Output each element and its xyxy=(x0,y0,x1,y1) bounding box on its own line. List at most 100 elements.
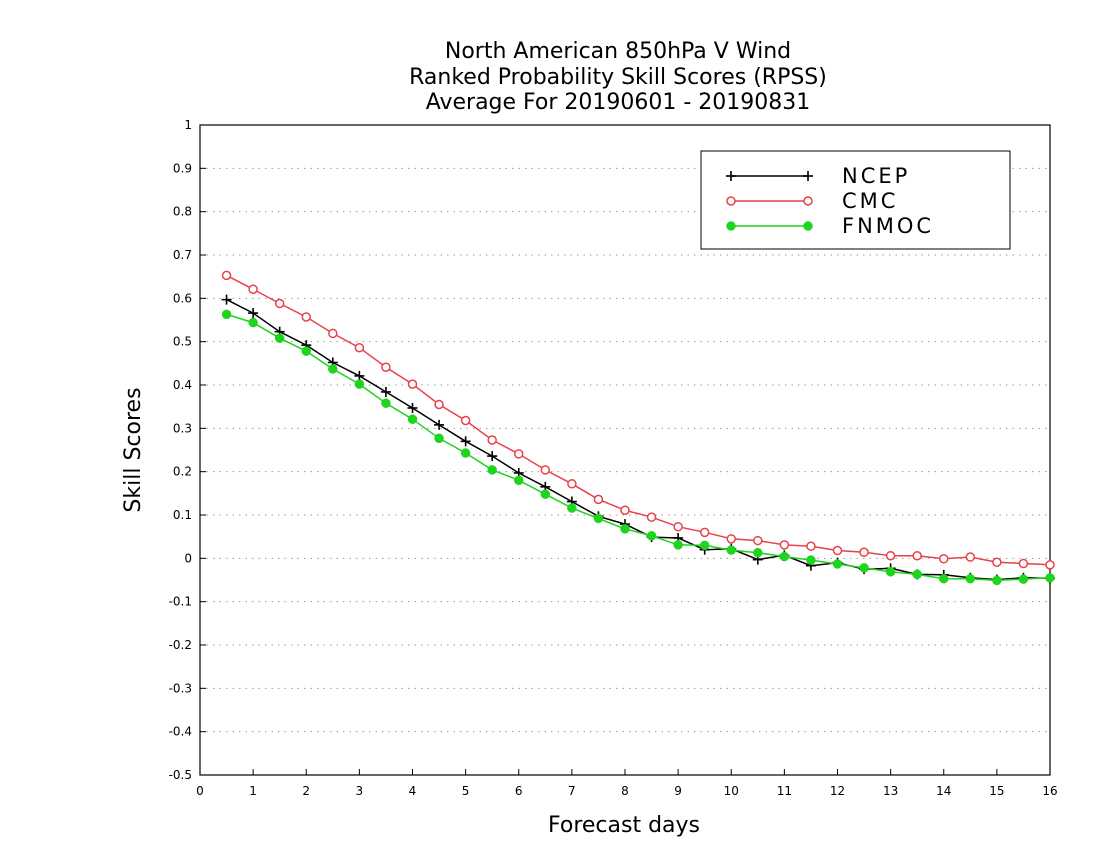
x-tick-label: 12 xyxy=(830,784,845,798)
cmc-line xyxy=(226,274,1051,566)
fnmoc-point xyxy=(514,475,524,486)
fnmoc-point xyxy=(328,364,338,374)
cmc-point xyxy=(487,435,497,445)
y-tick-label: 0.6 xyxy=(173,291,192,305)
ncep-point xyxy=(460,436,471,447)
cmc-point xyxy=(806,541,816,551)
x-tick-label: 8 xyxy=(621,784,629,798)
axis-ticks: 1 0.9 0.8 0.7 0.6 0.5 0.4 0.3 0.2 0.1 0 -0.1 -0.2 -0.… xyxy=(169,118,1058,798)
series-cmc xyxy=(221,270,1055,570)
cmc-point xyxy=(381,362,391,372)
legend-label-cmc: CMC xyxy=(842,189,898,213)
cmc-point xyxy=(434,399,444,410)
legend-entry-cmc: CMC xyxy=(726,189,898,213)
x-tick-label: 16 xyxy=(1042,784,1057,798)
legend-box xyxy=(700,150,1011,250)
fnmoc-point xyxy=(540,489,551,499)
fnmoc-point xyxy=(699,540,710,551)
series-ncep xyxy=(221,294,1055,585)
ncep-point xyxy=(434,419,445,430)
cmc-point xyxy=(1018,558,1029,569)
x-tick-label: 10 xyxy=(724,784,739,798)
fnmoc-point xyxy=(646,531,657,541)
y-tick-label: 0.3 xyxy=(173,421,192,435)
y-tick-label: 0.5 xyxy=(173,335,192,349)
fnmoc-point xyxy=(859,563,869,573)
title-line-2: Ranked Probability Skill Scores (RPSS) xyxy=(409,65,827,90)
cmc-point xyxy=(221,270,232,281)
fnmoc-point xyxy=(1045,573,1055,583)
cmc-point xyxy=(328,328,338,339)
cmc-point xyxy=(274,298,285,309)
x-tick-label: 0 xyxy=(196,784,204,798)
gridlines xyxy=(200,167,1050,733)
fnmoc-point xyxy=(726,545,736,555)
fnmoc-point xyxy=(912,569,922,580)
title-line-1: North American 850hPa V Wind xyxy=(445,39,791,64)
legend-label-fnmoc: FNMOC xyxy=(842,214,934,238)
legend-marker-ncep xyxy=(726,171,736,181)
series-fnmoc xyxy=(221,309,1055,586)
ncep-point xyxy=(407,402,418,413)
chart-title: North American 850hPa V Wind Ranked Prob… xyxy=(409,39,827,115)
cmc-point xyxy=(699,527,710,538)
x-tick-label: 13 xyxy=(883,784,898,798)
ncep-point xyxy=(354,370,365,381)
cmc-point xyxy=(540,465,551,475)
fnmoc-point xyxy=(460,448,471,458)
fnmoc-point xyxy=(673,540,683,550)
cmc-point xyxy=(567,479,577,489)
legend-marker-ncep xyxy=(803,171,813,181)
fnmoc-point xyxy=(274,333,285,343)
cmc-point xyxy=(939,554,949,564)
fnmoc-point xyxy=(992,575,1002,586)
x-tick-label: 11 xyxy=(777,784,792,798)
cmc-point xyxy=(646,512,657,522)
cmc-point xyxy=(620,505,630,515)
legend-entry-fnmoc: FNMOC xyxy=(726,214,934,238)
cmc-point xyxy=(912,550,922,561)
legend-label-ncep: NCEP xyxy=(842,164,910,188)
x-tick-label: 3 xyxy=(356,784,364,798)
fnmoc-point xyxy=(806,555,816,565)
ncep-point xyxy=(221,294,232,305)
fnmoc-line xyxy=(226,313,1051,582)
y-tick-label: -0.1 xyxy=(169,595,192,609)
ncep-point xyxy=(248,308,259,319)
cmc-point xyxy=(514,449,524,459)
fnmoc-point xyxy=(354,379,365,389)
legend-entry-ncep: NCEP xyxy=(726,164,910,188)
y-axis-label: Skill Scores xyxy=(121,387,146,512)
fnmoc-point xyxy=(567,503,577,513)
cmc-point xyxy=(753,535,763,546)
fnmoc-point xyxy=(221,309,232,320)
y-tick-label: -0.4 xyxy=(169,725,192,739)
cmc-point xyxy=(1045,560,1055,570)
y-tick-label: 0.8 xyxy=(173,205,192,219)
legend-marker-cmc xyxy=(803,196,813,206)
cmc-point xyxy=(248,284,258,294)
fnmoc-point xyxy=(487,465,497,475)
y-tick-label: 0.2 xyxy=(173,465,192,479)
legend-marker-fnmoc xyxy=(803,221,813,231)
ncep-point xyxy=(380,386,391,397)
cmc-point xyxy=(726,534,736,544)
cmc-point xyxy=(407,379,418,389)
x-tick-label: 15 xyxy=(989,784,1004,798)
y-tick-label: 0.4 xyxy=(173,378,192,392)
fnmoc-point xyxy=(434,433,444,444)
fnmoc-point xyxy=(753,547,763,558)
fnmoc-point xyxy=(248,317,258,328)
cmc-point xyxy=(673,521,683,532)
x-tick-label: 4 xyxy=(409,784,417,798)
x-tick-label: 6 xyxy=(515,784,523,798)
x-tick-label: 14 xyxy=(936,784,951,798)
cmc-point xyxy=(859,547,869,558)
fnmoc-point xyxy=(620,524,630,534)
cmc-point xyxy=(460,415,471,426)
fnmoc-point xyxy=(939,573,949,584)
cmc-point xyxy=(354,342,365,353)
y-tick-label: -0.3 xyxy=(169,681,192,695)
